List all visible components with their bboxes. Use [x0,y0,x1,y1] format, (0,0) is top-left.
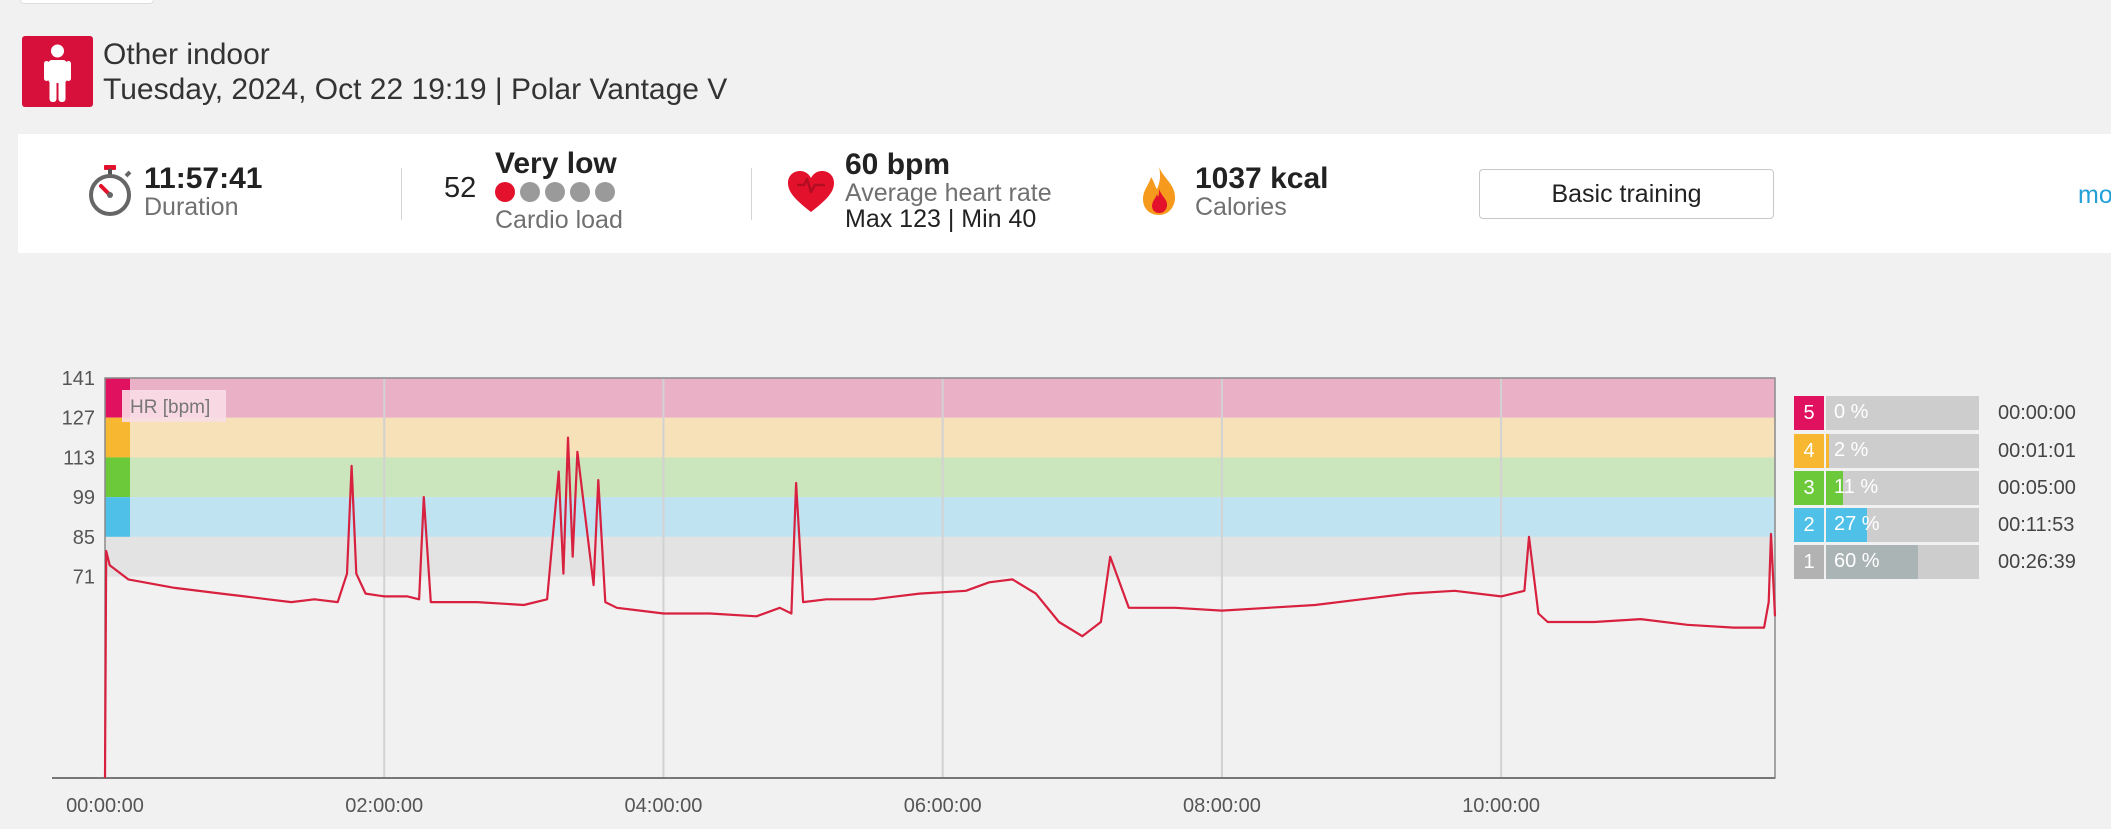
cardio-load-value: 52 [444,172,477,204]
zone-row-1: 1 60 % [1794,545,1979,579]
training-benefit-button[interactable]: Basic training [1479,169,1774,219]
cardio-dot-filled [495,182,515,202]
summary-panel: 11:57:41 Duration 52 Very low Cardio loa… [18,134,2111,253]
x-tick-label: 06:00:00 [904,795,982,817]
legend-box [122,390,226,422]
zone-bar-track: 0 % [1826,396,1979,430]
flame-icon [1140,165,1178,222]
cardio-load-label: Cardio load [495,206,623,234]
y-tick-label: 113 [63,447,95,469]
zone-row-2: 2 27 % [1794,508,1979,542]
cardio-dot [570,182,590,202]
zone-number: 5 [1794,396,1824,430]
duration-value: 11:57:41 [144,162,263,195]
zone-time: 00:00:00 [1998,402,2076,424]
y-tick-label: 85 [73,527,95,549]
stopwatch-icon [88,165,134,222]
zone-time: 00:11:53 [1998,514,2075,536]
hr-zone-marker-2 [105,497,130,537]
zone-percent: 2 % [1834,439,1869,461]
calories-value: 1037 kcal [1195,162,1329,195]
zone-bar-fill [1826,545,1918,579]
zone-bar-track: 11 % [1826,471,1979,505]
y-tick-label: 71 [73,567,95,589]
x-tick-label: 00:00:00 [66,795,144,817]
cardio-load-dots [495,182,620,207]
hr-zone-marker-3 [105,457,130,498]
divider [751,168,752,220]
legend-label: HR [bpm] [130,397,210,418]
heart-icon [787,170,835,219]
cardio-load-level: Very low [495,147,617,180]
zone-percent: 11 % [1834,476,1879,498]
divider [401,168,402,220]
session-date-device: Tuesday, 2024, Oct 22 19:19 | Polar Vant… [103,73,728,106]
y-tick-label: 141 [62,368,95,390]
zone-time: 00:26:39 [1998,551,2076,573]
cardio-dot [595,182,615,202]
hr-zone-band-4 [105,417,1775,458]
zone-bar-track: 2 % [1826,434,1979,468]
zone-bar-fill [1826,508,1868,542]
zone-row-3: 3 11 % [1794,471,1979,505]
y-tick-label: 99 [73,487,95,509]
zone-time: 00:05:00 [1998,477,2076,499]
avg-hr-label: Average heart rate [845,179,1052,207]
zone-number: 4 [1794,434,1824,468]
zone-bar-fill [1826,471,1843,505]
person-standing-icon [22,36,93,107]
x-tick-label: 02:00:00 [345,795,423,817]
x-tick-label: 04:00:00 [625,795,703,817]
zone-percent: 0 % [1834,401,1869,423]
x-tick-label: 10:00:00 [1462,795,1540,817]
zone-bar-fill [1826,434,1830,468]
sport-name: Other indoor [103,38,270,71]
zone-number: 2 [1794,508,1824,542]
zone-percent: 27 % [1834,513,1880,535]
hr-max-min: Max 123 | Min 40 [845,205,1037,233]
zone-row-4: 4 2 % [1794,434,1979,468]
y-tick-label: 127 [62,408,95,430]
zone-row-5: 5 0 % [1794,396,1979,430]
zone-percent: 60 % [1834,550,1880,572]
x-tick-label: 08:00:00 [1183,795,1261,817]
hr-zone-band-5 [105,378,1775,418]
cardio-dot [545,182,565,202]
zone-bar-track: 60 % [1826,545,1979,579]
hr-zone-band-3 [105,457,1775,498]
duration-label: Duration [144,193,239,221]
cardio-dot [520,182,540,202]
calories-label: Calories [1195,193,1287,221]
zone-bar-track: 27 % [1826,508,1979,542]
zone-number: 3 [1794,471,1824,505]
more-link[interactable]: mo [2078,181,2111,209]
zone-time: 00:01:01 [1998,440,2076,462]
zone-number: 1 [1794,545,1824,579]
avg-hr-value: 60 bpm [845,148,951,181]
hr-series-line [103,436,1777,779]
hr-zone-marker-4 [105,417,130,458]
